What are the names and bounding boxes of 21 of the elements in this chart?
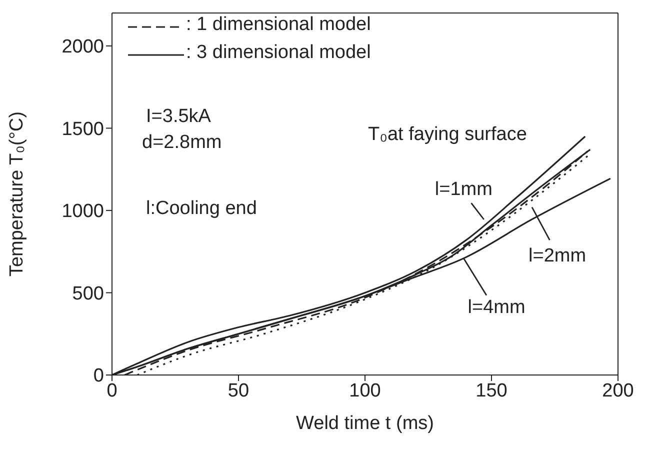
- x-axis-title: Weld time t (ms): [296, 413, 434, 434]
- annotation: l=2mm: [528, 246, 586, 267]
- y-tick-label: 1500: [62, 118, 104, 140]
- y-tick-label: 1000: [62, 201, 104, 222]
- annotation: : 1 dimensional model: [186, 14, 371, 36]
- x-tick-label: 200: [602, 380, 634, 402]
- annotation: l=4mm: [468, 296, 526, 318]
- annotation: d=2.8mm: [142, 132, 222, 154]
- y-tick-label: 2000: [62, 36, 104, 58]
- y-tick-label: 500: [72, 283, 104, 304]
- annotation: I=3.5kA: [146, 106, 211, 128]
- annotation: l=1mm: [434, 178, 492, 200]
- x-tick-label: 150: [476, 380, 508, 402]
- x-tick-label: 100: [349, 380, 381, 402]
- annotation: l:Cooling end: [146, 198, 257, 220]
- x-tick-label: 50: [228, 380, 250, 402]
- x-tick-label: 0: [106, 380, 118, 402]
- y-axis-title: Temperature T₀(°C): [6, 111, 28, 277]
- annotation: T₀at faying surface: [368, 124, 527, 146]
- y-tick-label: 0: [93, 366, 104, 387]
- annotation: : 3 dimensional model: [186, 42, 371, 64]
